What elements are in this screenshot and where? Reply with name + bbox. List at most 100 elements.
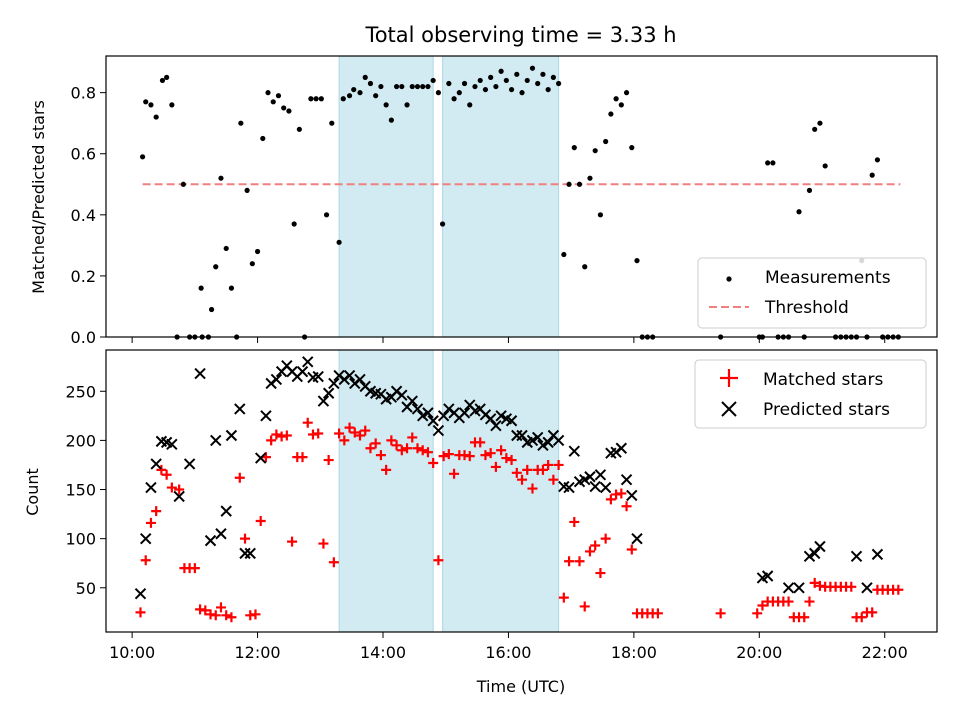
matched-star-point — [867, 607, 878, 618]
measurement-point — [249, 261, 255, 267]
measurement-point — [456, 90, 462, 96]
predicted-star-point — [328, 377, 340, 390]
measurement-point — [571, 145, 577, 151]
matched-star-point — [189, 563, 200, 574]
measurement-point — [550, 74, 556, 80]
matched-star-point — [381, 464, 392, 475]
matched-star-point — [328, 557, 339, 568]
measurement-point — [524, 77, 530, 84]
measurement-point — [346, 93, 353, 99]
predicted-star-point — [432, 424, 445, 437]
bottom-y-tick-label: 50 — [76, 579, 96, 598]
measurement-point — [148, 102, 154, 108]
shaded-interval — [338, 55, 434, 338]
matched-star-point — [757, 600, 768, 611]
matched-star-point — [145, 517, 156, 528]
predicted-star-point — [620, 473, 633, 486]
bottom-y-tick-label: 250 — [65, 382, 96, 401]
matched-star-point — [574, 556, 585, 567]
predicted-star-point — [244, 547, 256, 560]
legend-matched-marker — [720, 369, 738, 387]
measurement-point — [228, 285, 235, 291]
measurement-point — [519, 90, 525, 96]
predicted-star-point — [225, 429, 238, 442]
matched-star-point — [506, 455, 517, 466]
predicted-star-point — [511, 429, 523, 442]
measurement-point — [420, 83, 426, 90]
measurement-point — [180, 181, 186, 187]
predicted-star-point — [194, 367, 206, 380]
measurement-point — [582, 264, 588, 270]
matched-star-point — [339, 435, 350, 446]
measurement-point — [223, 245, 229, 252]
matched-star-point — [517, 474, 528, 485]
top-x-ticks — [131, 337, 886, 343]
measurement-point — [260, 135, 266, 142]
matched-star-point — [302, 417, 313, 428]
matched-star-point — [438, 451, 449, 462]
matched-star-point — [783, 596, 794, 607]
predicted-star-point — [406, 395, 418, 407]
predicted-star-point — [782, 582, 795, 594]
measurement-point — [812, 126, 818, 132]
measurement-point — [208, 306, 215, 313]
x-tick-label: 20:00 — [736, 643, 782, 662]
matched-star-point — [511, 467, 522, 478]
matched-star-point — [287, 536, 298, 547]
matched-star-point — [475, 437, 486, 448]
matched-star-point — [809, 577, 820, 588]
matched-star-point — [386, 435, 397, 446]
measurement-point — [275, 93, 282, 99]
measurement-point — [806, 187, 813, 193]
measurement-point — [139, 154, 146, 160]
matched-star-point — [543, 459, 554, 470]
predicted-star-point — [317, 395, 330, 407]
matched-star-point — [433, 555, 444, 566]
predicted-star-point — [173, 490, 185, 503]
matched-star-point — [151, 506, 162, 517]
matched-star-point — [799, 612, 810, 623]
bottom-y-tick-label: 200 — [65, 431, 96, 450]
matched-star-point — [255, 515, 266, 526]
predicted-star-point — [516, 429, 528, 442]
measurement-point — [270, 99, 276, 105]
matched-star-point — [174, 484, 185, 495]
measurement-point — [308, 96, 314, 102]
matched-star-point — [856, 612, 867, 623]
measurement-point — [378, 83, 384, 90]
matched-star-point — [443, 449, 454, 460]
predicted-star-point — [531, 431, 544, 444]
matched-star-point — [553, 459, 564, 470]
top-plot-frame — [105, 55, 938, 338]
measurement-point — [613, 96, 619, 102]
predicted-star-point — [808, 547, 821, 560]
matched-star-point — [428, 457, 439, 468]
predicted-star-point — [589, 480, 601, 493]
predicted-star-point — [183, 458, 196, 470]
matched-star-point — [210, 610, 221, 621]
predicted-star-point — [343, 369, 356, 382]
bottom-y-tick-label: 100 — [65, 530, 96, 549]
bottom-y-tick-label: 150 — [65, 481, 96, 500]
measurement-point — [323, 212, 330, 218]
predicted-star-point — [761, 570, 774, 582]
measurement-point — [399, 83, 405, 90]
predicted-star-point — [210, 434, 222, 447]
matched-star-point — [522, 464, 533, 475]
predicted-stars-points — [134, 356, 884, 600]
predicted-star-point — [396, 389, 408, 401]
predicted-star-point — [495, 410, 507, 422]
measurement-point — [414, 83, 421, 90]
matched-star-point — [370, 438, 381, 449]
predicted-star-point — [234, 403, 246, 415]
predicted-star-point — [526, 434, 539, 447]
matched-star-point — [715, 608, 726, 619]
measurement-point — [629, 145, 635, 151]
predicted-star-point — [631, 532, 643, 545]
top-y-tick-label: 0.8 — [71, 84, 96, 103]
top-y-tick-label: 0.0 — [71, 328, 96, 347]
matched-star-point — [558, 592, 569, 603]
matched-star-point — [621, 501, 632, 512]
matched-star-point — [140, 555, 151, 566]
